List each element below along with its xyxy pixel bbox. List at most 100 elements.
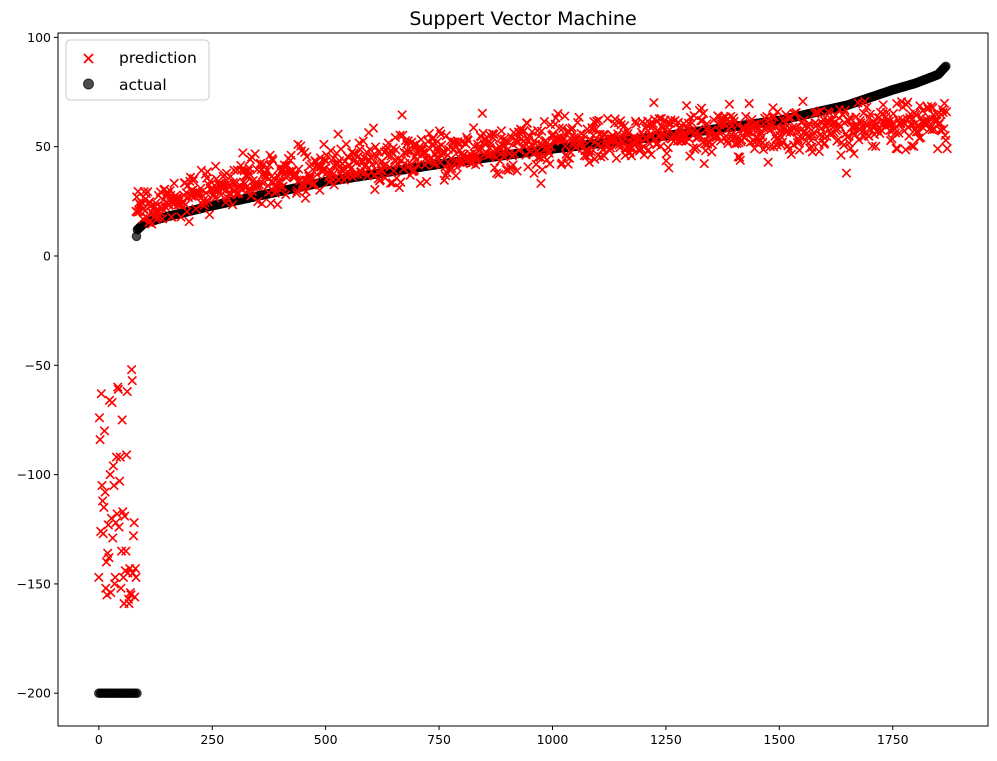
prediction-point [169,178,179,189]
prediction-point [791,107,801,118]
prediction-point [744,98,754,109]
prediction-point [530,139,541,149]
prediction-point [204,209,215,220]
prediction-point [114,522,124,532]
prediction-point [157,214,168,224]
prediction-point [110,572,120,583]
prediction-point [521,150,531,160]
prediction-point [453,136,463,147]
prediction-point [314,185,325,196]
prediction-point [253,181,264,192]
prediction-point [390,132,401,143]
prediction-point [882,116,893,127]
prediction-point [126,364,137,375]
prediction-point [122,386,132,397]
prediction-point [557,123,568,134]
prediction-point [870,141,881,152]
prediction-point [508,160,518,170]
prediction-point [867,141,878,151]
x-tick-label: 1250 [650,732,682,747]
prediction-point [238,148,248,158]
prediction-point [522,118,533,128]
prediction-point [205,176,215,187]
prediction-point [112,382,123,392]
prediction-point [596,152,606,162]
prediction-point [99,502,109,513]
prediction-point [468,122,479,133]
prediction-point [385,178,396,188]
prediction-point [566,125,577,135]
prediction-point [536,126,547,136]
prediction-point [553,108,563,119]
prediction-point [115,452,126,462]
prediction-series [94,96,952,609]
prediction-point [272,199,283,210]
prediction-point [544,148,554,159]
prediction-point [477,108,488,119]
prediction-point [888,108,899,119]
prediction-point [128,531,139,541]
prediction-point [116,583,126,594]
prediction-point [622,126,633,136]
prediction-point [112,509,122,519]
prediction-point [862,102,872,112]
prediction-point [579,130,589,141]
prediction-point [626,151,637,161]
prediction-point [681,100,692,111]
prediction-point [644,130,654,141]
prediction-point [488,133,499,143]
prediction-point [605,143,616,153]
y-tick-label: −200 [17,686,51,701]
prediction-point [813,107,823,118]
prediction-point [814,146,825,157]
prediction-point [412,159,423,170]
prediction-point [697,116,707,126]
prediction-point [104,552,114,563]
prediction-point [268,155,278,166]
prediction-point [96,388,107,399]
prediction-point [536,178,546,189]
prediction-point [894,128,904,138]
legend: prediction actual [65,39,210,101]
actual-point [941,61,951,72]
prediction-point [683,118,694,129]
x-tick-label: 1000 [537,732,569,747]
prediction-point [117,415,127,425]
prediction-point [381,159,391,170]
prediction-point [539,116,550,127]
prediction-point [772,106,783,117]
prediction-point [860,96,870,107]
prediction-point [325,145,336,156]
prediction-point [489,163,500,173]
prediction-point [94,572,104,583]
prediction-point [698,108,709,119]
prediction-point [740,111,751,122]
prediction-point [519,142,530,152]
prediction-point [495,156,505,166]
prediction-point [602,113,613,124]
x-axis: 0 250 500 750 1000 1250 1500 1750 [95,726,909,747]
prediction-point [111,452,122,462]
prediction-point [792,125,802,136]
prediction-point [416,134,426,145]
chart-title: Suppert Vector Machine [409,8,636,30]
prediction-point [798,96,808,107]
prediction-point [291,188,302,199]
prediction-point [409,165,420,175]
prediction-point [229,165,239,175]
prediction-point [777,137,788,147]
prediction-point [591,116,602,126]
prediction-point [498,151,509,162]
prediction-point [735,155,746,166]
prediction-point [279,160,290,170]
prediction-point [938,107,948,118]
prediction-point [734,152,745,163]
prediction-point [892,143,903,154]
y-tick-label: −150 [17,576,51,591]
y-tick-label: −50 [25,358,51,373]
prediction-point [546,142,556,152]
prediction-point [608,131,618,141]
prediction-point [111,517,121,528]
prediction-point [244,169,255,180]
prediction-point [593,115,604,126]
